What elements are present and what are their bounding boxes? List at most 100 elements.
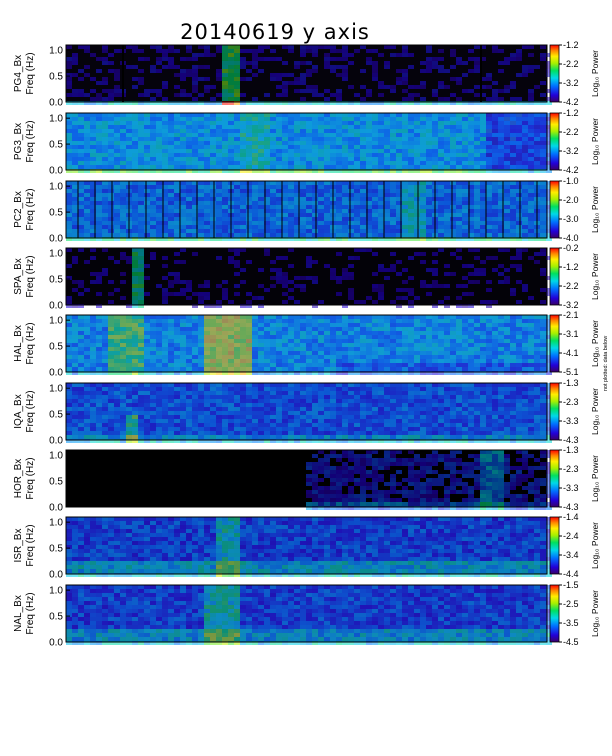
colorbar-label: Log₁₀ Power xyxy=(590,50,600,97)
y-tick-label: 0.0 xyxy=(49,570,63,581)
plot-frame xyxy=(65,180,548,239)
y-tick-label: 1.0 xyxy=(49,316,63,327)
spectrogram-image xyxy=(66,45,552,105)
colorbar-tick-label: -1.5 xyxy=(563,580,579,590)
colorbar-label: Log₁₀ Power xyxy=(590,253,600,300)
colorbar-label: Log₁₀ Power xyxy=(590,186,600,233)
y-axis-station-label: PG4_Bx xyxy=(13,55,24,92)
spectrogram-image xyxy=(66,181,552,241)
colorbar-tick-label: -4.4 xyxy=(563,569,579,579)
colorbar-tick-label: -2.3 xyxy=(563,464,579,474)
y-axis-unit-label: Freq (Hz) xyxy=(25,120,36,162)
colorbar-label: Log₁₀ Power xyxy=(590,522,600,569)
y-tick-label: 0.5 xyxy=(49,275,63,286)
y-tick-label: 1.0 xyxy=(49,586,63,597)
y-tick-label: 1.0 xyxy=(49,451,63,462)
panel-pg4: 0.0 0.5 1.0 PG4_Bx Freq (Hz) -1.2 -2.2 -3.2 -4.2… xyxy=(13,40,600,109)
colorbar-tick-label: -4.1 xyxy=(563,348,579,358)
colorbar-tick-label: -1.0 xyxy=(563,176,579,186)
y-axis-station-label: NAL_Bx xyxy=(13,595,24,632)
panel-nal: 0.0 0.5 1.0 NAL_Bx Freq (Hz) -1.5 -2.5 -3.5 -4.5… xyxy=(13,580,600,649)
y-tick-label: 0.0 xyxy=(49,503,63,514)
plot-frame xyxy=(65,44,548,103)
colorbar-label: Log₁₀ Power xyxy=(590,118,600,165)
spectrogram-image xyxy=(66,248,552,308)
plot-frame xyxy=(65,516,548,575)
colorbar xyxy=(549,516,560,575)
colorbar-label: Log₁₀ Power xyxy=(590,388,600,435)
y-axis-station-label: HOR_Bx xyxy=(13,459,24,498)
y-tick-label: 1.0 xyxy=(49,249,63,260)
plot-frame xyxy=(65,247,548,306)
y-tick-label: 0.0 xyxy=(49,166,63,177)
y-axis-unit-label: Freq (Hz) xyxy=(25,188,36,230)
colorbar-tick-label: -3.1 xyxy=(563,329,579,339)
y-axis-station-label: PC2_Bx xyxy=(13,191,24,228)
plot-frame xyxy=(65,112,548,171)
colorbar-tick-label: -4.3 xyxy=(563,502,579,512)
colorbar-tick-label: -4.5 xyxy=(563,637,579,647)
colorbar-label: Log₁₀ Power xyxy=(590,455,600,502)
spectrogram-image xyxy=(66,383,552,443)
y-tick-label: 0.0 xyxy=(49,98,63,109)
spectrogram-image xyxy=(66,585,552,645)
colorbar-tick-label: -4.2 xyxy=(563,97,579,107)
spectrogram-image xyxy=(66,315,552,375)
colorbar xyxy=(549,44,560,103)
y-tick-label: 1.0 xyxy=(49,384,63,395)
colorbar-tick-label: -1.2 xyxy=(563,108,579,118)
y-tick-label: 1.0 xyxy=(49,182,63,193)
y-tick-label: 0.5 xyxy=(49,612,63,623)
plot-frame xyxy=(65,382,548,441)
y-tick-label: 0.5 xyxy=(49,544,63,555)
y-tick-label: 0.0 xyxy=(49,234,63,245)
panel-isr: 0.0 0.5 1.0 ISR_Bx Freq (Hz) -1.4 -2.4 -3.4 -4.4… xyxy=(13,512,600,581)
spectrogram-image xyxy=(66,113,552,173)
y-axis-station-label: SPA_Bx xyxy=(13,258,24,295)
colorbar-tick-label: -4.0 xyxy=(563,233,579,243)
colorbar-tick-label: -1.3 xyxy=(563,445,579,455)
colorbar-tick-label: -1.2 xyxy=(563,40,579,50)
colorbar-tick-label: -2.5 xyxy=(563,599,579,609)
y-axis-station-label: PG3_Bx xyxy=(13,123,24,160)
y-axis-unit-label: Freq (Hz) xyxy=(25,52,36,94)
y-tick-label: 0.5 xyxy=(49,342,63,353)
colorbar-label: Log₁₀ Power xyxy=(590,320,600,367)
colorbar-tick-label: -2.0 xyxy=(563,195,579,205)
colorbar-tick-label: -2.2 xyxy=(563,59,579,69)
y-tick-label: 1.0 xyxy=(49,46,63,57)
colorbar xyxy=(549,382,560,441)
y-axis-unit-label: Freq (Hz) xyxy=(25,457,36,499)
colorbar-tick-label: -1.2 xyxy=(563,262,579,272)
colorbar-tick-label: -2.1 xyxy=(563,310,579,320)
colorbar-tick-label: -5.1 xyxy=(563,367,579,377)
y-axis-unit-label: Freq (Hz) xyxy=(25,322,36,364)
colorbar xyxy=(549,584,560,643)
y-axis-unit-label: Freq (Hz) xyxy=(25,592,36,634)
colorbar xyxy=(549,314,560,373)
y-tick-label: 0.5 xyxy=(49,477,63,488)
y-tick-label: 0.0 xyxy=(49,638,63,649)
colorbar-tick-label: -2.3 xyxy=(563,397,579,407)
y-axis-unit-label: Freq (Hz) xyxy=(25,255,36,297)
panel-iqa: 0.0 0.5 1.0 IQA_Bx Freq (Hz) -1.3 -2.3 -3.3 -4.3… xyxy=(13,378,600,447)
colorbar-tick-label: -3.2 xyxy=(563,146,579,156)
plot-frame xyxy=(65,314,548,373)
panel-hal: 0.0 0.5 1.0 HAL_Bx Freq (Hz) -2.1 -3.1 -4.1 -5.1… xyxy=(13,310,609,391)
y-tick-label: 1.0 xyxy=(49,518,63,529)
spectrogram-image xyxy=(66,517,552,577)
panel-spa: 0.0 0.5 1.0 SPA_Bx Freq (Hz) -0.2 -1.2 -2.2 -3.2… xyxy=(13,243,600,312)
colorbar-tick-label: -4.3 xyxy=(563,435,579,445)
colorbar-label: Log₁₀ Power xyxy=(590,590,600,637)
y-axis-station-label: ISR_Bx xyxy=(13,529,24,563)
y-axis-unit-label: Freq (Hz) xyxy=(25,390,36,432)
panel-hor: 0.0 0.5 1.0 HOR_Bx Freq (Hz) -1.3 -2.3 -3.3 -4.3… xyxy=(13,445,600,514)
spectrogram-image xyxy=(306,450,552,510)
colorbar-tick-label: -3.3 xyxy=(563,483,579,493)
colorbar-tick-label: -2.2 xyxy=(563,127,579,137)
colorbar-tick-label: -2.2 xyxy=(563,281,579,291)
colorbar-tick-label: -3.2 xyxy=(563,78,579,88)
